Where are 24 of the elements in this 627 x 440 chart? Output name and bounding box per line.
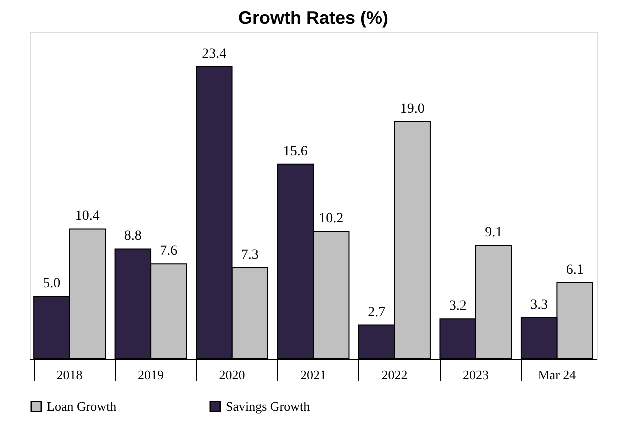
x-tick-label: 2021 bbox=[300, 368, 326, 382]
chart-title: Growth Rates (%) bbox=[238, 8, 389, 28]
data-label: 7.3 bbox=[241, 248, 259, 263]
data-label: 9.1 bbox=[485, 225, 503, 240]
x-tick-label: 2019 bbox=[138, 368, 164, 382]
x-tick-label: Mar 24 bbox=[538, 368, 577, 382]
data-label: 6.1 bbox=[566, 262, 584, 278]
data-label: 10.4 bbox=[75, 209, 100, 224]
data-label: 5.0 bbox=[43, 276, 61, 292]
x-tick-label: 2023 bbox=[462, 368, 489, 382]
data-label: 7.6 bbox=[160, 244, 178, 260]
data-label: 3.3 bbox=[530, 298, 548, 313]
legend-label: Savings Growth bbox=[226, 398, 311, 414]
data-label: 19.0 bbox=[400, 102, 425, 117]
data-label: 10.2 bbox=[319, 212, 344, 227]
x-tick-label: 2020 bbox=[219, 368, 246, 382]
data-label: 8.8 bbox=[124, 229, 142, 244]
data-label: 23.4 bbox=[202, 47, 227, 62]
x-tick-label: 2018 bbox=[56, 368, 83, 382]
x-tick-label: 2022 bbox=[382, 368, 408, 382]
data-label: 3.2 bbox=[449, 299, 467, 314]
data-label: 15.6 bbox=[283, 144, 308, 160]
legend-label: Loan Growth bbox=[47, 398, 118, 414]
data-label: 2.7 bbox=[368, 305, 386, 320]
